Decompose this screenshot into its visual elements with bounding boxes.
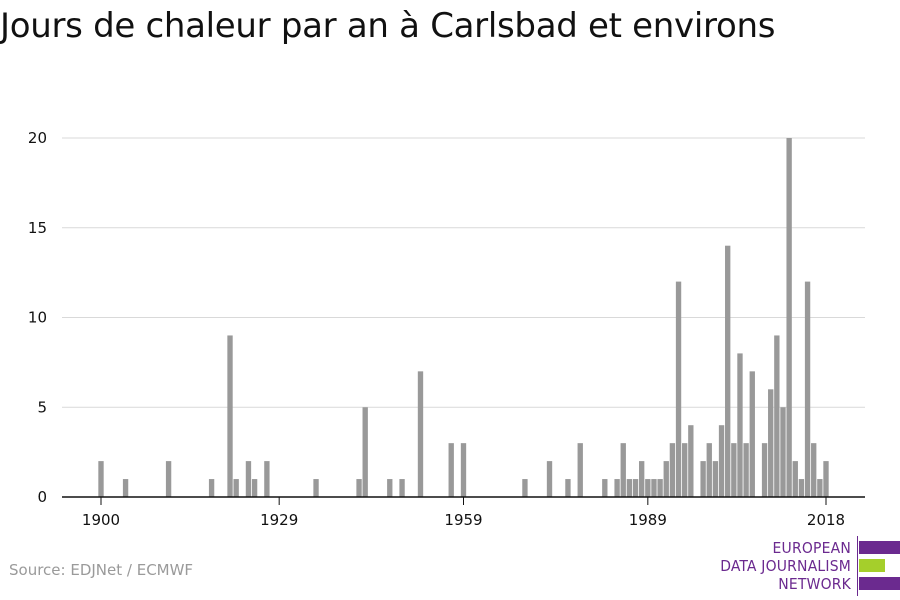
bars [98, 138, 829, 497]
bar-1994 [675, 281, 682, 497]
logo-text-network: NETWORK [778, 575, 851, 593]
bar-1904 [122, 479, 129, 497]
bar-1949 [399, 479, 405, 497]
y-tick-label: 20 [28, 129, 47, 147]
bar-2010 [774, 335, 780, 497]
chart-title: Jours de chaleur par an à Carlsbad et en… [0, 6, 776, 46]
y-tick-label: 15 [28, 219, 47, 237]
bar-1978 [577, 443, 583, 497]
x-tick-label: 1989 [629, 511, 667, 529]
bar-1935 [313, 479, 319, 497]
bar-1942 [356, 479, 362, 497]
logo-divider [857, 536, 858, 596]
bar-2012 [786, 138, 792, 497]
bar-2016 [811, 443, 817, 497]
bar-1911 [165, 461, 172, 497]
bar-2017 [817, 479, 823, 497]
bar-2008 [761, 443, 768, 497]
bar-2002 [725, 245, 731, 497]
bar-1991 [657, 479, 663, 497]
bar-1925 [251, 479, 258, 497]
bar-2014 [798, 479, 805, 497]
y-tick-label: 5 [37, 398, 47, 416]
logo-text-european: EUROPEAN [772, 539, 851, 557]
bar-1990 [651, 479, 657, 497]
bar-1924 [245, 461, 252, 497]
bar-2003 [731, 443, 737, 497]
bar-1995 [682, 443, 688, 497]
bar-2004 [737, 353, 743, 497]
bar-1921 [227, 335, 233, 497]
source-note: Source: EDJNet / ECMWF [9, 561, 194, 579]
bar-1993 [669, 443, 676, 497]
y-axis-ticks: 0 5 10 15 20 [28, 129, 47, 506]
x-tick-label: 2018 [807, 511, 845, 529]
bar-1952 [417, 371, 424, 497]
bar-1959 [460, 443, 467, 497]
bar-1999 [706, 443, 712, 497]
bar-2018 [823, 461, 829, 497]
bar-1988 [639, 461, 645, 497]
y-tick-label: 0 [37, 488, 47, 506]
bar-2006 [749, 371, 755, 497]
bar-1982 [602, 479, 608, 497]
bar-1976 [565, 479, 571, 497]
bar-1986 [626, 479, 633, 497]
bar-1996 [688, 425, 694, 497]
logo-bar-purple-bottom [859, 577, 900, 590]
bar-1989 [645, 479, 651, 497]
bar-1985 [620, 443, 626, 497]
bar-1992 [663, 461, 669, 497]
logo-bar-green [859, 559, 885, 572]
x-axis-ticks: 1900 1929 1959 1989 2018 [82, 497, 845, 529]
edjnet-logo: EUROPEAN DATA JOURNALISM NETWORK [700, 536, 900, 596]
bar-2000 [712, 461, 719, 497]
bar-1973 [546, 461, 553, 497]
y-tick-label: 10 [28, 309, 47, 327]
bar-2001 [718, 425, 725, 497]
x-tick-label: 1900 [82, 511, 120, 529]
x-tick-label: 1929 [260, 511, 298, 529]
bar-1918 [208, 479, 215, 497]
bar-2005 [743, 443, 749, 497]
x-tick-label: 1959 [444, 511, 482, 529]
bar-1969 [522, 479, 528, 497]
bar-1998 [700, 461, 706, 497]
logo-text-data-journalism: DATA JOURNALISM [720, 557, 851, 575]
bar-1987 [632, 479, 639, 497]
bar-1927 [264, 461, 270, 497]
bar-1957 [448, 443, 454, 497]
gridlines [62, 137, 865, 408]
bar-2011 [780, 407, 786, 497]
bar-1900 [98, 461, 104, 497]
bar-1947 [387, 479, 393, 497]
logo-bar-purple-top [859, 541, 900, 554]
bar-2009 [768, 389, 774, 497]
bar-1922 [233, 479, 239, 497]
bar-1984 [614, 479, 620, 497]
bar-2015 [804, 281, 811, 497]
bar-2013 [792, 461, 798, 497]
bar-1943 [362, 407, 368, 497]
